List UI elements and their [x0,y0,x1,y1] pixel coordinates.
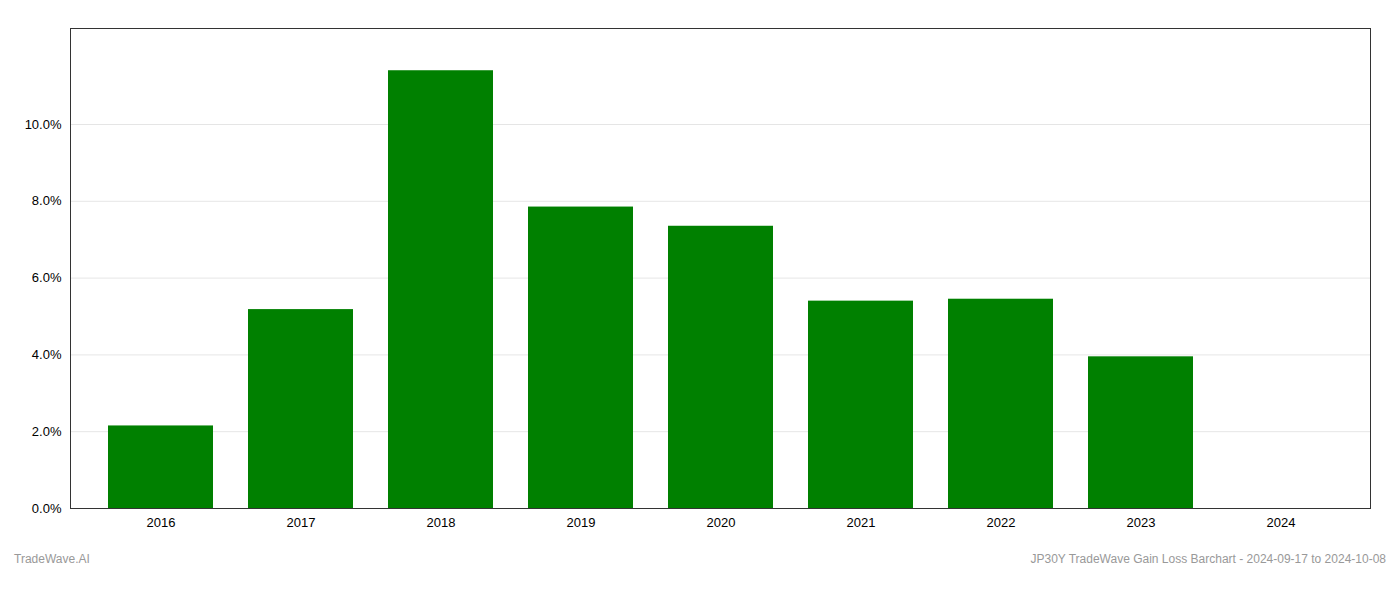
svg-text:0.0%: 0.0% [32,501,62,516]
svg-text:2016: 2016 [147,515,176,530]
svg-text:2023: 2023 [1127,515,1156,530]
svg-text:2017: 2017 [287,515,316,530]
html-text:JP30Y TradeWave Gain Loss Barc: JP30Y TradeWave Gain Loss Barchart - 202… [1030,552,1386,566]
svg-text:2020: 2020 [707,515,736,530]
svg-text:6.0%: 6.0% [32,270,62,285]
svg-text:2018: 2018 [427,515,456,530]
svg-text:2024: 2024 [1267,515,1296,530]
svg-text:8.0%: 8.0% [32,193,62,208]
html-text:TradeWave.AI: TradeWave.AI [14,552,90,566]
svg-text:2022: 2022 [987,515,1016,530]
svg-text:4.0%: 4.0% [32,347,62,362]
svg-text:2019: 2019 [567,515,596,530]
svg-text:10.0%: 10.0% [25,117,62,132]
svg-text:2021: 2021 [847,515,876,530]
svg-text:2.0%: 2.0% [32,424,62,439]
